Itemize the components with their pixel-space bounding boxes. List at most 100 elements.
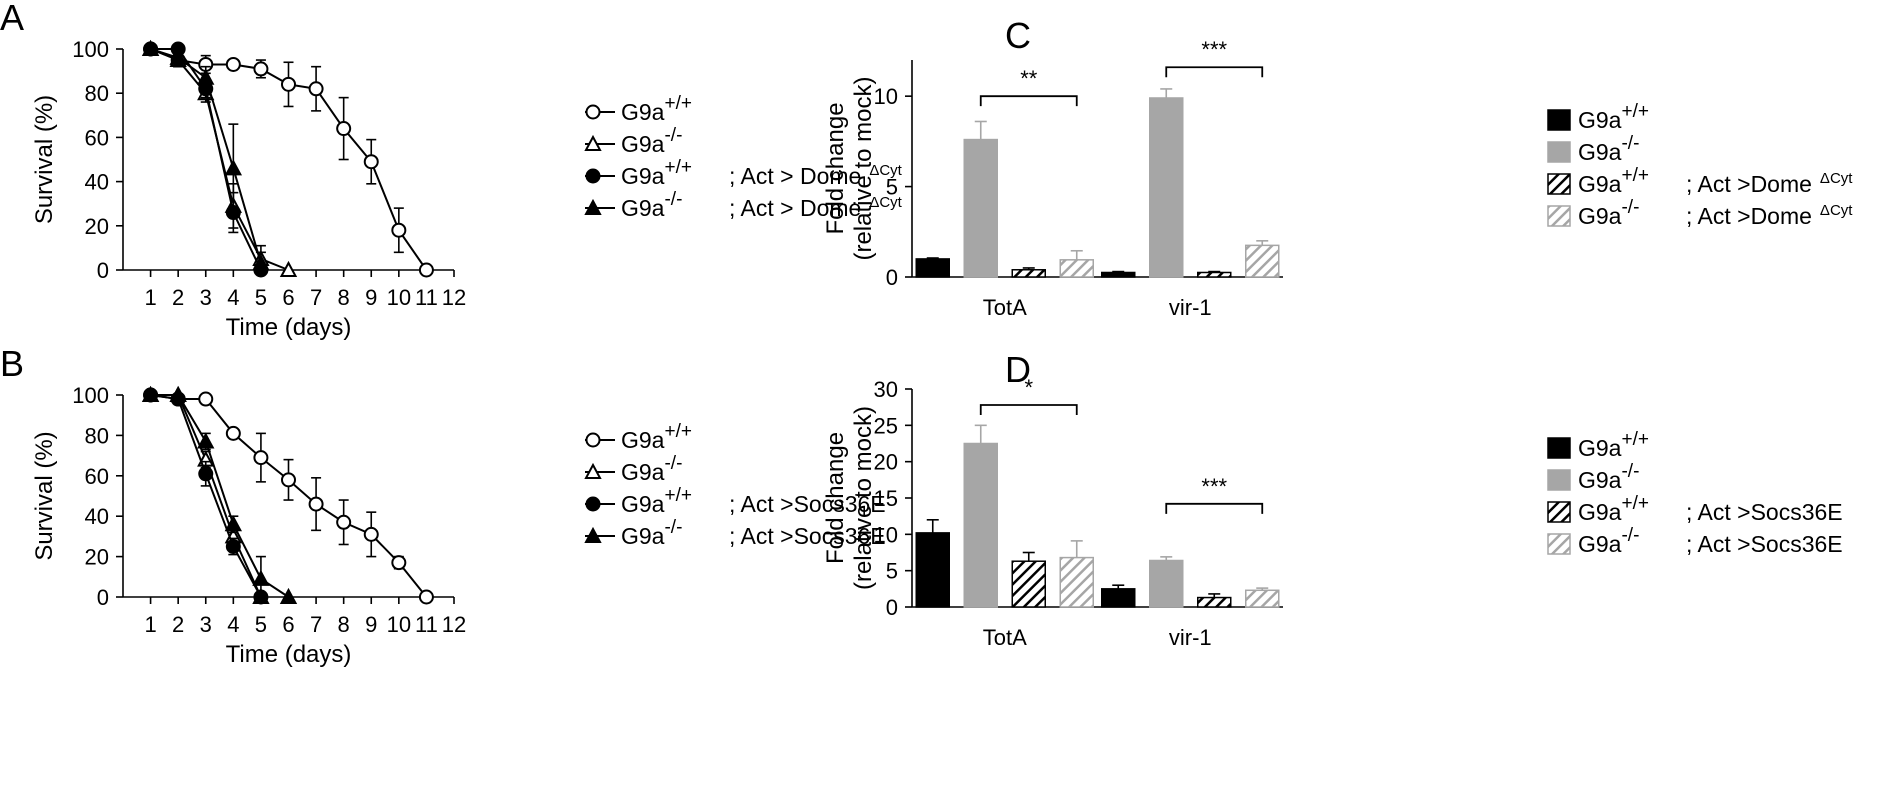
bar [1149, 559, 1184, 608]
y-tick-label: 0 [886, 595, 898, 620]
bar [1101, 588, 1136, 608]
legend-swatch [1547, 437, 1571, 459]
x-tick-label: 2 [172, 612, 184, 637]
x-tick-label: 8 [338, 612, 350, 637]
panel-letter-d: D [1005, 349, 1031, 390]
y-tick-label: 5 [886, 559, 898, 584]
legend-label: G9a+/+ [1578, 101, 1649, 133]
bracket-line [979, 404, 1078, 415]
data-point [279, 260, 298, 277]
legend-label: G9a+/+; Act >Socs36E [621, 485, 886, 517]
x-tick-label: 1 [144, 612, 156, 637]
y-tick-label: 0 [97, 258, 109, 283]
bar [963, 138, 998, 278]
data-point [169, 48, 187, 65]
significance-label: * [1024, 375, 1033, 400]
x-tick-label: 3 [200, 612, 212, 637]
series-line [150, 394, 262, 598]
bar [1197, 596, 1232, 608]
data-point [197, 68, 215, 85]
x-tick-label: 2 [172, 285, 184, 310]
legend-label: G9a+/+ [621, 93, 692, 125]
data-point [141, 385, 160, 402]
series-4: G9a-/-; Act > Dome ΔCyt [141, 39, 903, 271]
bar [915, 532, 950, 608]
x-tick-label: 11 [415, 612, 438, 637]
data-point [336, 121, 352, 137]
legend-swatch [1547, 141, 1571, 163]
data-point [197, 432, 215, 449]
bar [1197, 271, 1232, 278]
data-point [141, 39, 160, 56]
data-point [225, 539, 241, 554]
data-point [225, 425, 241, 441]
y-tick-label: 25 [874, 413, 898, 438]
x-tick-label: 9 [365, 612, 377, 637]
y-axis-label: Fold change [822, 432, 849, 564]
y-axis-label: Survival (%) [31, 431, 58, 560]
y-tick-label: 60 [85, 464, 109, 489]
bar [1245, 244, 1280, 278]
y-axis-label-2: (relative to mock) [850, 76, 877, 260]
data-point [308, 81, 324, 97]
x-tick-label: vir-1 [1169, 295, 1212, 320]
legend-label: G9a-/- [621, 125, 682, 157]
y-tick-label: 30 [874, 377, 898, 402]
legend-marker [584, 526, 602, 543]
x-tick-label: 6 [282, 285, 294, 310]
legend-label: G9a-/-; Act >Dome ΔCyt [1578, 197, 1853, 229]
significance-bracket: * [979, 375, 1078, 415]
x-tick-label: 11 [415, 285, 438, 310]
y-tick-label: 10 [874, 84, 898, 109]
y-tick-label: 20 [874, 450, 898, 475]
legend-swatch [1547, 173, 1571, 195]
bar [1011, 560, 1046, 608]
data-point [225, 56, 241, 72]
y-axis-label: Fold change [822, 102, 849, 234]
y-tick-label: 5 [886, 175, 898, 200]
legend-label: G9a+/+; Act >Socs36E [1578, 493, 1843, 525]
legend-swatch [1547, 205, 1571, 227]
series-line [150, 48, 289, 271]
legend-label: G9a+/+; Act > Dome ΔCyt [621, 157, 903, 189]
legend-marker [584, 134, 602, 151]
legend-label: G9a-/- [1578, 133, 1639, 165]
significance-bracket: ** [979, 66, 1078, 107]
data-point [308, 496, 324, 512]
data-point [224, 515, 243, 532]
x-tick-label: 9 [365, 285, 377, 310]
legend-swatch [1547, 109, 1571, 131]
y-tick-label: 0 [97, 585, 109, 610]
legend-label: G9a-/- [1578, 461, 1639, 493]
y-axis-label: Survival (%) [31, 95, 58, 224]
x-tick-label: 12 [442, 612, 466, 637]
data-point [418, 262, 434, 278]
x-tick-label: 12 [442, 285, 466, 310]
data-point [253, 450, 269, 466]
x-tick-label: 3 [200, 285, 212, 310]
bracket-line [979, 95, 1078, 107]
bar [1245, 589, 1280, 608]
bar [1101, 271, 1136, 278]
x-tick-label: 7 [310, 285, 322, 310]
x-tick-label: TotA [983, 295, 1027, 320]
legend-label: G9a+/+ [1578, 429, 1649, 461]
series-3: G9a+/+; Act >Dome ΔCyt [1011, 165, 1853, 278]
series-4: G9a-/-; Act >Socs36E [141, 385, 886, 604]
y-tick-label: 80 [85, 423, 109, 448]
legend-marker [584, 462, 602, 479]
data-point [281, 76, 296, 92]
legend-swatch [1547, 501, 1571, 523]
data-point [169, 385, 187, 402]
y-tick-label: 20 [85, 545, 109, 570]
y-tick-label: 100 [72, 37, 109, 62]
legend-marker [584, 198, 602, 215]
significance-label: *** [1201, 474, 1227, 499]
x-axis-label: Time (days) [226, 314, 352, 341]
legend-marker [585, 104, 601, 120]
legend-marker [585, 496, 601, 512]
x-tick-label: 10 [387, 285, 411, 310]
significance-label: *** [1201, 37, 1227, 62]
y-tick-label: 0 [886, 265, 898, 290]
